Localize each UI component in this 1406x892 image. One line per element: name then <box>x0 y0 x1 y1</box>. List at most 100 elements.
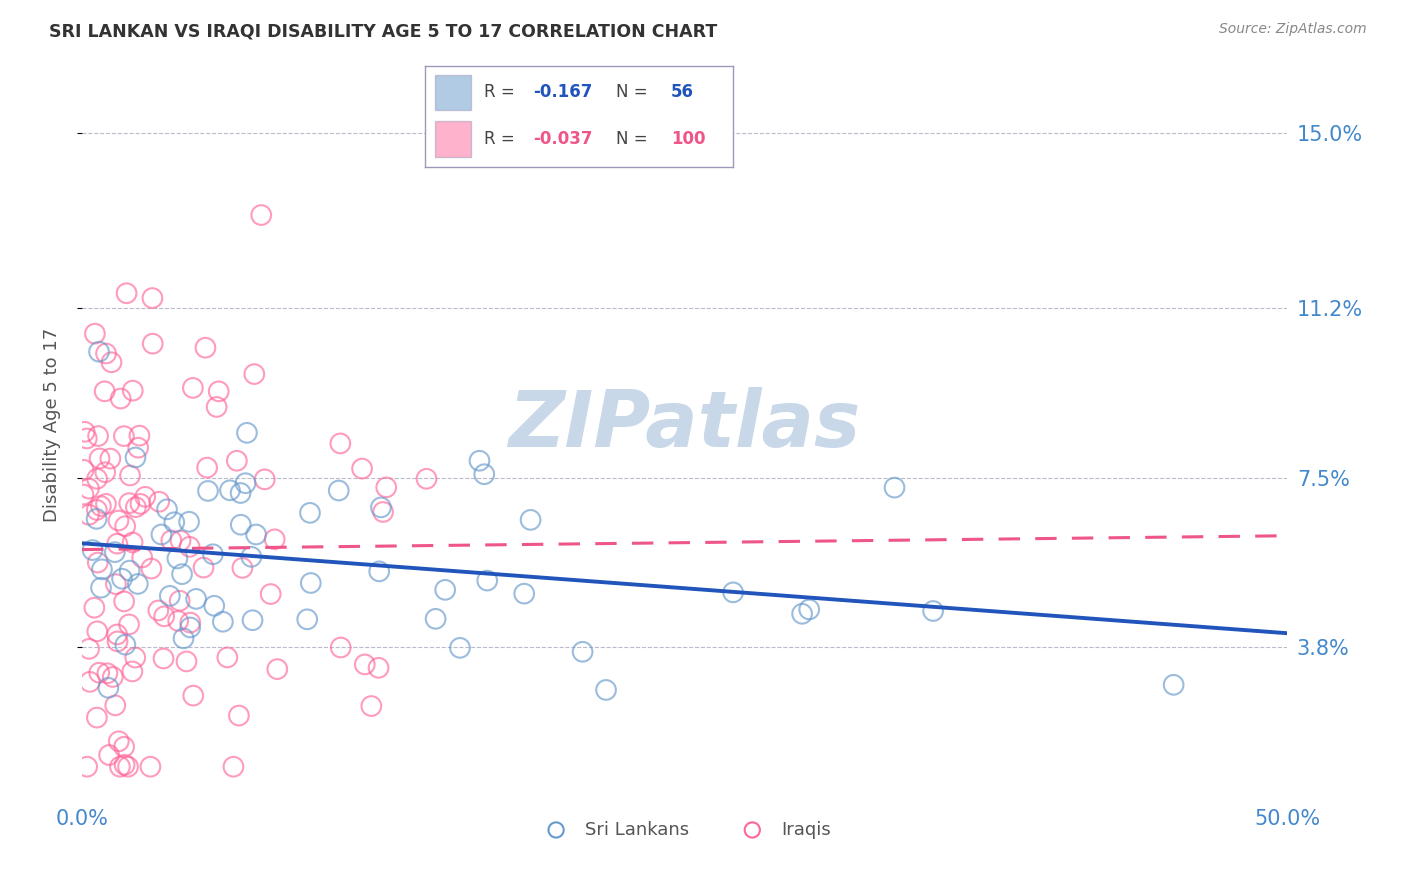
Point <box>94 497 117 511</box>
Point <box>101 670 124 684</box>
Point <box>73 425 96 439</box>
Point <box>195 460 218 475</box>
Point <box>111 572 134 586</box>
Point <box>266 662 288 676</box>
Point <box>159 589 181 603</box>
Point <box>883 481 905 495</box>
Point <box>368 565 391 579</box>
Point <box>82 543 104 558</box>
Point <box>299 576 322 591</box>
Point <box>121 384 143 398</box>
Point <box>329 436 352 450</box>
Point <box>169 533 191 548</box>
Point <box>86 472 108 486</box>
Point <box>107 634 129 648</box>
Point <box>89 665 111 680</box>
Point <box>468 454 491 468</box>
Point <box>100 355 122 369</box>
Point <box>87 556 110 570</box>
Point <box>110 392 132 406</box>
Point <box>150 527 173 541</box>
Point <box>197 483 219 498</box>
Point <box>118 617 141 632</box>
Point <box>142 336 165 351</box>
Point <box>97 681 120 695</box>
Point <box>112 739 135 754</box>
Point <box>72 463 94 477</box>
Text: SRI LANKAN VS IRAQI DISABILITY AGE 5 TO 17 CORRELATION CHART: SRI LANKAN VS IRAQI DISABILITY AGE 5 TO … <box>49 22 717 40</box>
Point <box>477 574 499 588</box>
Point <box>96 666 118 681</box>
Point <box>219 483 242 498</box>
Point <box>472 467 495 482</box>
Point <box>370 500 392 515</box>
Point <box>169 593 191 607</box>
Point <box>222 760 245 774</box>
Point <box>353 657 375 672</box>
Point <box>125 500 148 515</box>
Point <box>166 551 188 566</box>
Point <box>240 549 263 564</box>
Point <box>156 502 179 516</box>
Point <box>181 381 204 395</box>
Point <box>235 476 257 491</box>
Point <box>121 535 143 549</box>
Point <box>76 432 98 446</box>
Point <box>212 615 235 629</box>
Point <box>228 708 250 723</box>
Point <box>329 640 352 655</box>
Point <box>127 577 149 591</box>
Point <box>176 655 198 669</box>
Point <box>1163 678 1185 692</box>
Point <box>179 540 201 554</box>
Point <box>799 602 821 616</box>
Point <box>107 514 129 528</box>
Point <box>87 344 110 359</box>
Point <box>352 461 374 475</box>
Point <box>84 326 107 341</box>
Point <box>194 341 217 355</box>
Point <box>297 612 319 626</box>
Point <box>121 665 143 679</box>
Point <box>104 545 127 559</box>
Point <box>148 603 170 617</box>
Point <box>77 482 100 496</box>
Point <box>94 346 117 360</box>
Point <box>167 614 190 628</box>
Point <box>231 561 253 575</box>
Point <box>229 486 252 500</box>
Point <box>72 487 94 501</box>
Point <box>118 496 141 510</box>
Point <box>160 533 183 548</box>
Point <box>153 609 176 624</box>
Point <box>519 513 541 527</box>
Point <box>76 760 98 774</box>
Point <box>86 503 108 517</box>
Point <box>242 613 264 627</box>
Point <box>179 620 201 634</box>
Point <box>90 581 112 595</box>
Point <box>922 604 945 618</box>
Point <box>260 587 283 601</box>
Point <box>139 760 162 774</box>
Point <box>114 638 136 652</box>
Point <box>184 591 207 606</box>
Point <box>98 747 121 762</box>
Point <box>193 560 215 574</box>
Text: Source: ZipAtlas.com: Source: ZipAtlas.com <box>1219 22 1367 37</box>
Point <box>360 699 382 714</box>
Point <box>87 429 110 443</box>
Point <box>115 286 138 301</box>
Point <box>105 536 128 550</box>
Point <box>298 506 321 520</box>
Point <box>77 641 100 656</box>
Point <box>114 519 136 533</box>
Point <box>173 632 195 646</box>
Point <box>129 497 152 511</box>
Point <box>229 517 252 532</box>
Point <box>721 585 744 599</box>
Point <box>236 425 259 440</box>
Point <box>328 483 350 498</box>
Point <box>83 600 105 615</box>
Point <box>790 607 813 621</box>
